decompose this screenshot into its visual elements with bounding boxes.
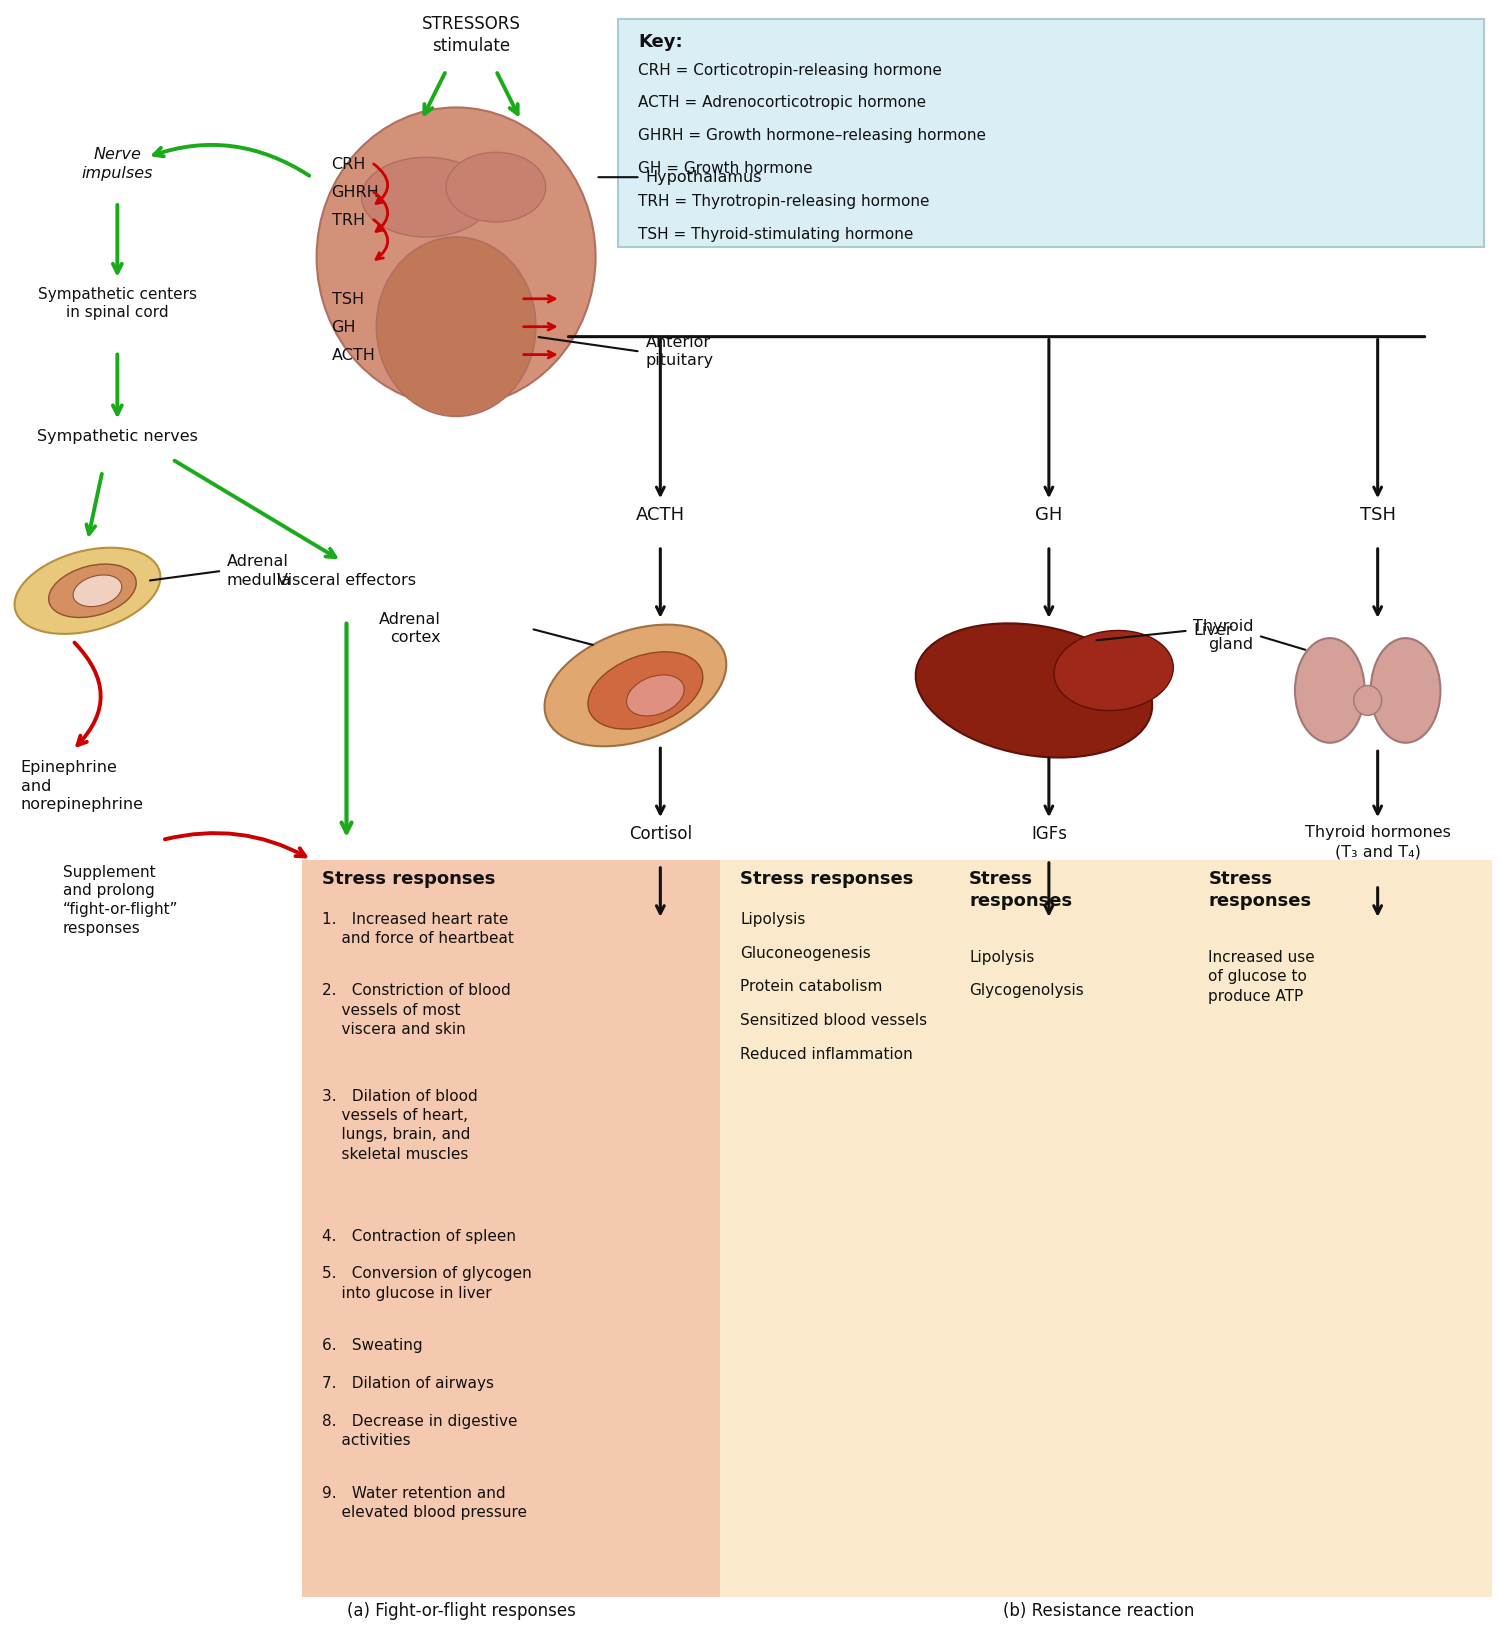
Text: ACTH: ACTH	[636, 507, 686, 525]
Text: GH: GH	[332, 319, 356, 334]
Text: Supplement
and prolong
“fight-or-flight”
responses: Supplement and prolong “fight-or-flight”…	[63, 865, 178, 936]
Ellipse shape	[446, 153, 546, 222]
Text: STRESSORS
stimulate: STRESSORS stimulate	[422, 15, 520, 54]
Text: (a) Fight-or-flight responses: (a) Fight-or-flight responses	[346, 1602, 576, 1620]
Text: Thyroid
gland: Thyroid gland	[1192, 619, 1252, 653]
Text: Sympathetic centers
in spinal cord: Sympathetic centers in spinal cord	[38, 286, 197, 321]
Text: Reduced inflammation: Reduced inflammation	[740, 1048, 914, 1063]
Text: CRH = Corticotropin-releasing hormone: CRH = Corticotropin-releasing hormone	[639, 63, 942, 77]
Text: Sensitized blood vessels: Sensitized blood vessels	[740, 1013, 927, 1028]
Text: 9. Water retention and
    elevated blood pressure: 9. Water retention and elevated blood pr…	[321, 1485, 526, 1520]
Text: Visceral effectors: Visceral effectors	[278, 572, 416, 587]
Ellipse shape	[74, 576, 122, 607]
FancyBboxPatch shape	[618, 18, 1485, 247]
Text: Cortisol: Cortisol	[628, 826, 692, 842]
Text: Epinephrine
and
norepinephrine: Epinephrine and norepinephrine	[21, 760, 144, 813]
Ellipse shape	[1371, 638, 1440, 744]
Text: ACTH: ACTH	[332, 347, 375, 362]
Text: 5. Conversion of glycogen
    into glucose in liver: 5. Conversion of glycogen into glucose i…	[321, 1267, 531, 1301]
Text: GH = Growth hormone: GH = Growth hormone	[639, 161, 813, 176]
Text: 2. Constriction of blood
    vessels of most
    viscera and skin: 2. Constriction of blood vessels of most…	[321, 984, 510, 1036]
Ellipse shape	[316, 107, 596, 406]
Ellipse shape	[48, 564, 136, 617]
Ellipse shape	[627, 674, 684, 716]
Ellipse shape	[1354, 686, 1382, 716]
Text: Glycogenolysis: Glycogenolysis	[969, 984, 1084, 999]
Text: 1. Increased heart rate
    and force of heartbeat: 1. Increased heart rate and force of hea…	[321, 911, 513, 946]
Text: IGFs: IGFs	[1030, 826, 1066, 842]
Text: Gluconeogenesis: Gluconeogenesis	[740, 946, 872, 961]
Text: (b) Resistance reaction: (b) Resistance reaction	[1004, 1602, 1194, 1620]
Ellipse shape	[1294, 638, 1365, 744]
Text: TSH: TSH	[1359, 507, 1395, 525]
Text: TSH: TSH	[332, 291, 363, 308]
Text: Stress
responses: Stress responses	[969, 870, 1072, 910]
Ellipse shape	[15, 548, 160, 633]
Text: Lipolysis: Lipolysis	[740, 911, 806, 926]
Text: GH: GH	[1035, 507, 1062, 525]
Text: Liver: Liver	[1194, 623, 1233, 638]
Text: 6. Sweating: 6. Sweating	[321, 1339, 422, 1354]
Text: GHRH: GHRH	[332, 186, 380, 201]
FancyBboxPatch shape	[302, 860, 720, 1597]
Text: Nerve
impulses: Nerve impulses	[81, 148, 153, 181]
Ellipse shape	[915, 623, 1152, 758]
Text: Sympathetic nerves: Sympathetic nerves	[38, 429, 198, 444]
Text: Anterior
pituitary: Anterior pituitary	[645, 336, 714, 368]
FancyBboxPatch shape	[720, 860, 1492, 1597]
Text: Thyroid hormones
(T₃ and T₄): Thyroid hormones (T₃ and T₄)	[1305, 826, 1450, 860]
Text: Protein catabolism: Protein catabolism	[740, 979, 882, 995]
Text: CRH: CRH	[332, 158, 366, 173]
Text: 8. Decrease in digestive
    activities: 8. Decrease in digestive activities	[321, 1415, 518, 1448]
Text: Key:: Key:	[639, 33, 682, 51]
Text: Stress
responses: Stress responses	[1209, 870, 1311, 910]
Ellipse shape	[362, 158, 490, 237]
Ellipse shape	[588, 651, 704, 729]
Text: TSH = Thyroid-stimulating hormone: TSH = Thyroid-stimulating hormone	[639, 227, 914, 242]
Text: Stress responses: Stress responses	[740, 870, 914, 888]
Text: Stress responses: Stress responses	[321, 870, 495, 888]
Ellipse shape	[376, 237, 536, 416]
Text: TRH: TRH	[332, 214, 364, 229]
Text: Adrenal
medulla: Adrenal medulla	[226, 554, 292, 587]
Text: Adrenal
cortex: Adrenal cortex	[380, 612, 441, 645]
Text: 4. Contraction of spleen: 4. Contraction of spleen	[321, 1229, 516, 1244]
Text: Hypothalamus: Hypothalamus	[645, 169, 762, 184]
Ellipse shape	[544, 625, 726, 747]
Text: ACTH = Adrenocorticotropic hormone: ACTH = Adrenocorticotropic hormone	[639, 95, 927, 110]
Ellipse shape	[1054, 630, 1173, 711]
Text: 3. Dilation of blood
    vessels of heart,
    lungs, brain, and
    skeletal mu: 3. Dilation of blood vessels of heart, l…	[321, 1089, 477, 1161]
Text: GHRH = Growth hormone–releasing hormone: GHRH = Growth hormone–releasing hormone	[639, 128, 987, 143]
Text: 7. Dilation of airways: 7. Dilation of airways	[321, 1377, 494, 1392]
Text: Lipolysis: Lipolysis	[969, 949, 1035, 964]
Text: Increased use
of glucose to
produce ATP: Increased use of glucose to produce ATP	[1209, 949, 1316, 1003]
Text: TRH = Thyrotropin-releasing hormone: TRH = Thyrotropin-releasing hormone	[639, 194, 930, 209]
